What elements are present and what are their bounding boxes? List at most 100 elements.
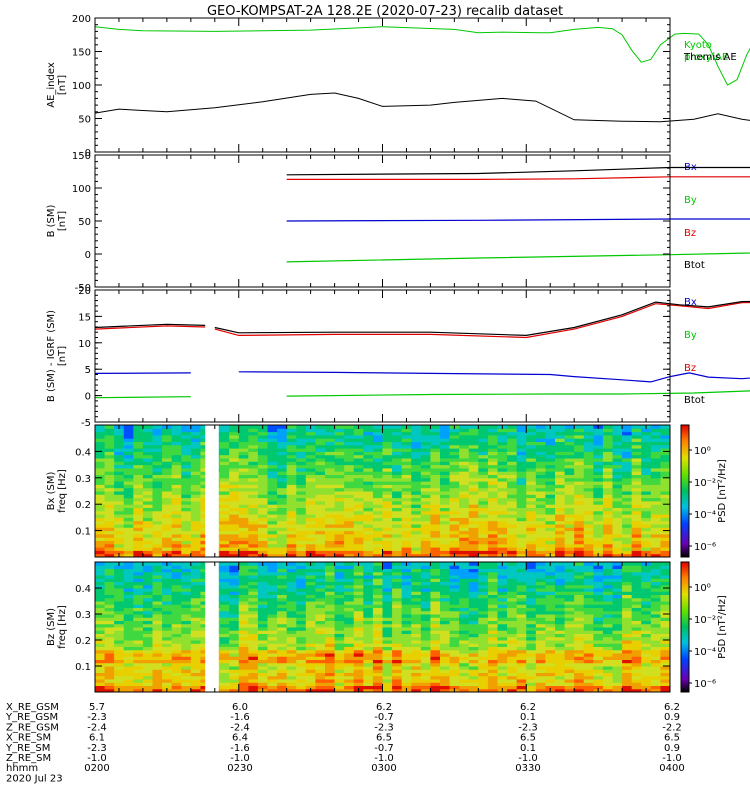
ephemeris-value: 6.2 [664, 702, 680, 713]
y-tick-label: 150 [72, 48, 91, 59]
y-tick-label: 50 [78, 217, 91, 228]
ephemeris-row-label: Y_RE_GSM [5, 712, 58, 723]
data-gap [205, 425, 219, 557]
colorbar-tick-label: 10⁻⁴ [694, 510, 716, 521]
series-line-themis-ae [94, 92, 750, 123]
y-tick-label: 0.2 [75, 500, 91, 511]
data-gap [205, 562, 219, 692]
legend-entry: Kyoto proxy AE [684, 40, 728, 63]
y-axis-label: Bx (SM)freq [Hz] [46, 469, 68, 513]
ephemeris-value: 0.1 [520, 743, 536, 754]
colorbar-tick-label: 10⁻² [694, 478, 716, 489]
colorbar [680, 424, 690, 558]
legend-entry: By [684, 330, 697, 341]
spectrogram [95, 562, 671, 693]
y-tick-label: 10 [78, 339, 91, 350]
y-tick-label: 100 [72, 184, 91, 195]
y-axis-label: AE_index[nT] [46, 62, 68, 108]
y-tick-label: 20 [78, 286, 91, 297]
ephemeris-value: -0.7 [374, 712, 394, 723]
y-tick-label: -5 [81, 418, 91, 429]
ephemeris-value: 0.9 [664, 743, 680, 754]
ephemeris-value: 0.1 [520, 712, 536, 723]
ephemeris-row-label: Z_RE_SM [6, 753, 51, 764]
panel-4: 10⁰ 10⁻² 10⁻⁴ 10⁻⁶ PSD [nT²/Hz] 0.1 0.2 0.3 0.4 B… [46, 424, 728, 558]
colorbar-tick-label: 10⁻⁶ [694, 542, 716, 553]
ephemeris-row-label: Y_RE_SM [5, 743, 50, 754]
y-tick-label: 0.1 [75, 527, 91, 538]
series-line-bx [94, 371, 750, 383]
series-line-bz [94, 301, 750, 339]
colorbar-tick-label: 10⁰ [694, 446, 711, 457]
ephemeris-value: -1.0 [662, 753, 682, 764]
ephemeris-value: 0.9 [664, 712, 680, 723]
series-line-btot [94, 300, 750, 337]
ephemeris-value: -2.3 [87, 743, 107, 754]
y-tick-label: 5 [85, 365, 91, 376]
chart-title: GEO-KOMPSAT-2A 128.2E (2020-07-23) recal… [207, 4, 563, 19]
ephemeris-value: -1.6 [230, 743, 250, 754]
ephemeris-value: 6.0 [232, 702, 248, 713]
ephemeris-value: 0300 [371, 763, 396, 774]
ephemeris-row-label: 2020 Jul 23 [6, 773, 63, 784]
colorbar-label: PSD [nT²/Hz] [717, 595, 728, 659]
y-axis-label: B (SM) - IGRF (SM)[nT] [46, 310, 68, 402]
ephemeris-value: 6.5 [376, 733, 392, 744]
series-line-kyoto [94, 26, 750, 86]
ephemeris-value: -0.7 [374, 743, 394, 754]
y-tick-label: 0.3 [75, 610, 91, 621]
spectrogram [95, 425, 671, 558]
colorbar-tick-label: 10⁰ [694, 583, 711, 594]
legend-entry: Btot [684, 395, 705, 406]
y-tick-label: -50 [75, 283, 91, 294]
ephemeris-value: -1.0 [518, 753, 538, 764]
ephemeris-row-label: X_RE_SM [6, 733, 51, 744]
y-tick-label: 0 [85, 148, 91, 159]
ephemeris-value: -2.3 [518, 722, 538, 733]
legend-entry: Bz [684, 363, 696, 374]
ephemeris-value: 0230 [227, 763, 252, 774]
y-tick-label: 0 [85, 250, 91, 261]
y-tick-label: 50 [78, 115, 91, 126]
y-tick-label: 0 [85, 392, 91, 403]
y-tick-label: 15 [78, 312, 91, 323]
plot-frame [94, 289, 671, 423]
legend-entry: Bz [684, 228, 696, 239]
ephemeris-row-label: Z_RE_GSM [6, 722, 59, 733]
y-axis-label: Bz (SM)freq [Hz] [46, 605, 68, 649]
y-tick-label: 0.4 [75, 584, 91, 595]
y-tick-label: 0.1 [75, 662, 91, 673]
ephemeris-value: -2.4 [87, 722, 107, 733]
y-tick-label: 150 [72, 151, 91, 162]
ephemeris-value: 5.7 [89, 702, 105, 713]
colorbar-tick-label: 10⁻² [694, 615, 716, 626]
ephemeris-value: 0330 [515, 763, 540, 774]
y-tick-label: 200 [72, 14, 91, 25]
y-tick-label: 0.3 [75, 474, 91, 485]
y-tick-label: 0.2 [75, 636, 91, 647]
ephemeris-value: 0200 [84, 763, 109, 774]
ephemeris-value: 6.5 [520, 733, 536, 744]
series-line-bz [286, 176, 750, 180]
series-line-bx [286, 218, 750, 222]
colorbar-label: PSD [nT²/Hz] [717, 459, 728, 523]
series-line-by [286, 252, 750, 263]
ephemeris-value: 6.2 [376, 702, 392, 713]
ephemeris-row-label: hhmm [6, 763, 38, 774]
ephemeris-value: -2.3 [87, 712, 107, 723]
ephemeris-value: -2.4 [230, 722, 250, 733]
series-line-btot [286, 166, 750, 176]
ephemeris-value: -1.0 [230, 753, 250, 764]
plot-frame [94, 17, 671, 153]
ephemeris-value: 6.2 [520, 702, 536, 713]
colorbar-tick-label: 10⁻⁴ [694, 647, 716, 658]
ephemeris-value: -1.6 [230, 712, 250, 723]
ephemeris-value: 6.5 [664, 733, 680, 744]
colorbar-tick-label: 10⁻⁶ [694, 679, 716, 690]
ephemeris-value: -1.0 [87, 753, 107, 764]
ephemeris-value: 0400 [659, 763, 684, 774]
